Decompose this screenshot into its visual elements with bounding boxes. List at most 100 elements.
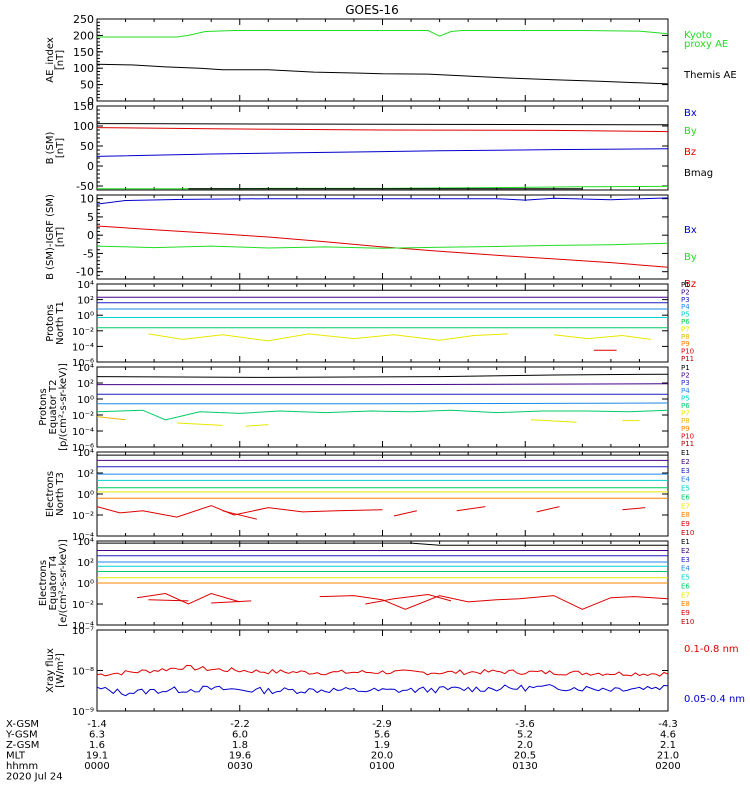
x-axis-value: 2.0 bbox=[517, 740, 533, 751]
x-axis-value: 0000 bbox=[84, 761, 109, 772]
x-axis-row-label: X-GSM bbox=[6, 719, 39, 730]
series-line-p8 bbox=[96, 416, 126, 421]
series-line-p1 bbox=[96, 373, 669, 378]
x-axis-value: -2.9 bbox=[372, 719, 392, 730]
series-line-p7 bbox=[530, 419, 577, 423]
x-axis-row-label: MLT bbox=[6, 751, 26, 762]
legend-entry: E2 bbox=[681, 547, 690, 555]
y-axis-label: Equator T2 bbox=[48, 380, 59, 435]
legend-entry: P3 bbox=[681, 296, 690, 304]
y-tick-label: -50 bbox=[76, 180, 94, 193]
series-line-e9 bbox=[365, 593, 452, 605]
y-axis-label: [W/m²] bbox=[55, 653, 66, 688]
y-axis-label: [nT] bbox=[55, 50, 66, 70]
x-axis-value: 6.3 bbox=[89, 730, 105, 741]
x-axis-value: 1.9 bbox=[374, 740, 390, 751]
legend-entry: Bx bbox=[684, 225, 697, 236]
panel-pequator: 10⁴ 10² 10⁰ 10⁻² 10⁻⁴ 10⁻⁶ Protons Equator T2 [p… bbox=[38, 363, 694, 454]
panel-bsm: 150 100 50 0 -50 B (SM) [nT] Bx By Bz Bmag bbox=[45, 100, 713, 193]
x-axis-value: 1.8 bbox=[232, 740, 248, 751]
x-axis-value: 4.6 bbox=[660, 730, 676, 741]
x-axis-value: 19.1 bbox=[86, 751, 108, 762]
legend-entry: P2 bbox=[681, 372, 690, 380]
series-line-p2 bbox=[97, 383, 669, 386]
legend-entry: 0.1-0.8 nm bbox=[684, 644, 739, 655]
y-tick-label: 10⁻⁷ bbox=[72, 626, 94, 637]
y-axis-label: [p/(cm²-s-sr-keV)] bbox=[58, 363, 69, 451]
series-line-p6 bbox=[96, 409, 669, 421]
y-axis-label: Equator T4 bbox=[48, 556, 59, 611]
series-line-e9 bbox=[136, 592, 240, 605]
legend-entry: P9 bbox=[681, 340, 690, 348]
y-tick-label: 150 bbox=[73, 100, 94, 113]
y-axis-label: Protons bbox=[38, 388, 49, 425]
legend-entry: By bbox=[684, 126, 697, 137]
y-tick-label: 0 bbox=[87, 95, 94, 108]
legend-entry: P10 bbox=[681, 348, 694, 356]
series-line-e9 bbox=[456, 506, 486, 512]
y-tick-label: 10⁰ bbox=[77, 311, 94, 322]
y-tick-label: 50 bbox=[80, 140, 94, 153]
x-axis-value: -3.6 bbox=[515, 719, 535, 730]
series-line-e9 bbox=[211, 600, 252, 604]
y-tick-label: 10⁻² bbox=[72, 511, 94, 522]
x-axis-value: 19.6 bbox=[229, 751, 251, 762]
legend-entry: E6 bbox=[681, 493, 690, 501]
y-tick-label: 100 bbox=[73, 62, 94, 75]
series-line-bx bbox=[96, 148, 669, 157]
plot-date: 2020 Jul 24 bbox=[6, 772, 63, 783]
x-axis-value: 21.0 bbox=[657, 751, 679, 762]
panel-bigrf: 10 5 0 -5 -10 B (SM)-IGRF (SM) [nT] Bx By Bz bbox=[45, 193, 697, 290]
legend-entry: E9 bbox=[681, 609, 690, 617]
series-line-p7 bbox=[553, 334, 651, 340]
series-line-0-05-0-4-nm bbox=[96, 684, 669, 697]
y-tick-label: 10⁻² bbox=[72, 411, 94, 422]
series-line-bz bbox=[96, 225, 669, 268]
y-tick-label: 10⁻⁴ bbox=[72, 427, 94, 438]
x-axis-row-label: Z-GSM bbox=[6, 740, 39, 751]
y-axis-label: AE_index bbox=[45, 37, 56, 83]
legend-entry: E8 bbox=[681, 600, 690, 608]
legend-entry: P7 bbox=[681, 325, 690, 333]
panel-eequator: 10⁴ 10² 10⁰ 10⁻² 10⁻⁴ Electrons Equator T4 [e/(… bbox=[38, 537, 694, 632]
series-line-e9 bbox=[622, 507, 646, 511]
legend-entry: E7 bbox=[681, 502, 690, 510]
legend-entry: E1 bbox=[681, 449, 690, 457]
y-tick-label: 10⁴ bbox=[77, 280, 94, 291]
series-line-e9 bbox=[393, 510, 417, 517]
legend-entry: P7 bbox=[681, 410, 690, 418]
series-line-0-1-0-8-nm bbox=[96, 664, 669, 677]
panel-frame bbox=[96, 18, 669, 102]
x-axis-table: X-GSM -1.4 -2.2 -2.9 -3.6 -4.3 Y-GSM 6.3 6.0 5.6 5… bbox=[5, 719, 681, 783]
y-tick-label: 10² bbox=[77, 469, 94, 480]
x-axis-value: -4.3 bbox=[658, 719, 678, 730]
y-tick-label: 150 bbox=[73, 46, 94, 59]
y-tick-label: 10⁴ bbox=[77, 537, 94, 548]
panel-frame bbox=[96, 283, 669, 363]
y-tick-label: 10⁻⁶ bbox=[72, 358, 94, 369]
legend-entry: P11 bbox=[681, 440, 694, 448]
legend-entry: proxy AE bbox=[684, 39, 728, 50]
x-axis-value: 0200 bbox=[655, 761, 680, 772]
y-tick-label: 0 bbox=[87, 160, 94, 173]
series-line-e9 bbox=[96, 505, 383, 518]
legend-entry: E4 bbox=[681, 565, 690, 573]
series-line-p7 bbox=[148, 333, 509, 342]
legend-entry: E5 bbox=[681, 485, 690, 493]
x-axis-value: -1.4 bbox=[87, 719, 107, 730]
x-axis-value: 0130 bbox=[512, 761, 537, 772]
series-line-p7 bbox=[176, 422, 223, 426]
y-tick-label: 10⁰ bbox=[77, 490, 94, 501]
y-tick-label: 10⁻⁸ bbox=[72, 667, 94, 678]
y-axis-label: Protons bbox=[45, 304, 56, 341]
series-line-e9 bbox=[222, 510, 258, 520]
y-axis-label: [e/(cm²-s-sr-keV)] bbox=[58, 539, 69, 627]
x-axis-value: 0030 bbox=[227, 761, 252, 772]
y-tick-label: 10⁻² bbox=[72, 600, 94, 611]
x-axis-value: 5.6 bbox=[374, 730, 390, 741]
y-axis-label: North T3 bbox=[55, 472, 66, 516]
legend-entry: P1 bbox=[681, 364, 690, 372]
legend-entry: Bz bbox=[684, 279, 696, 290]
legend-entry: P9 bbox=[681, 425, 690, 433]
